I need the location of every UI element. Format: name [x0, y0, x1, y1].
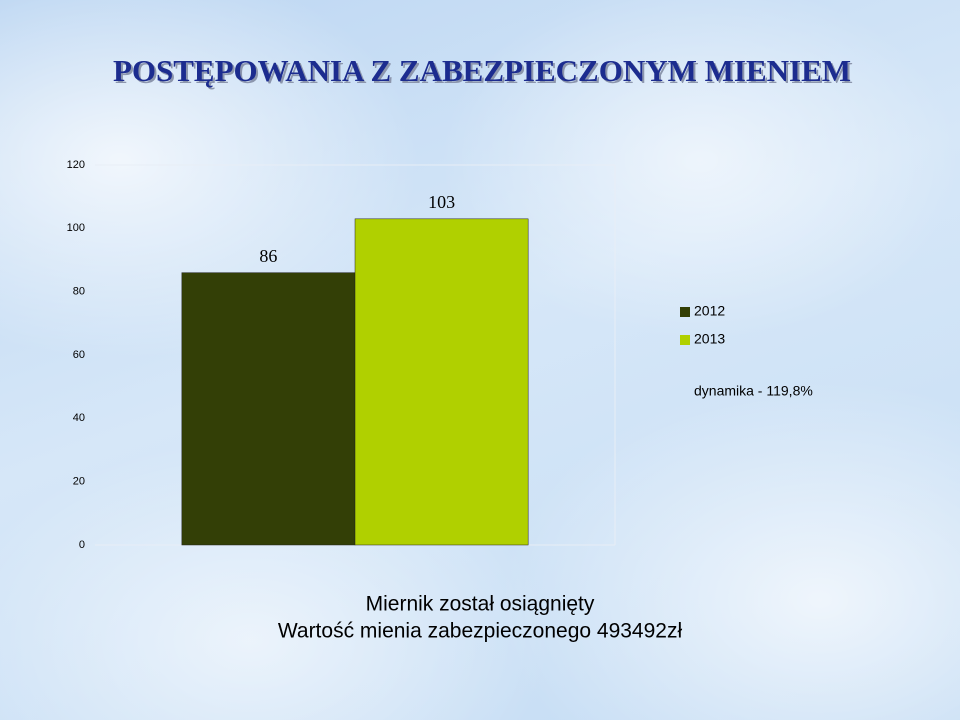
annotation: dynamika - 119,8% — [694, 383, 813, 399]
y-tick-label: 120 — [67, 159, 85, 171]
y-tick-label: 0 — [79, 539, 85, 551]
chart-title: POSTĘPOWANIA Z ZABEZPIECZONYM MIENIEM — [113, 53, 851, 88]
y-tick-label: 80 — [73, 286, 85, 298]
note: Miernik został osiągnięty — [366, 593, 595, 616]
legend-label: 2012 — [694, 303, 725, 319]
y-tick-label: 60 — [73, 349, 85, 361]
y-tick-label: 40 — [73, 412, 85, 424]
y-tick-label: 20 — [73, 476, 85, 488]
legend-swatch — [680, 335, 690, 345]
bar — [181, 272, 356, 546]
note: Wartość mienia zabezpieczonego 493492zł — [278, 620, 683, 643]
bar — [354, 218, 529, 546]
y-tick-label: 100 — [67, 222, 85, 234]
legend-swatch — [680, 307, 690, 317]
title-shadow: POSTĘPOWANIA Z ZABEZPIECZONYM MIENIEM — [115, 55, 853, 90]
data-label: 86 — [259, 246, 277, 266]
data-label: 103 — [428, 192, 455, 212]
legend-label: 2013 — [694, 331, 725, 347]
